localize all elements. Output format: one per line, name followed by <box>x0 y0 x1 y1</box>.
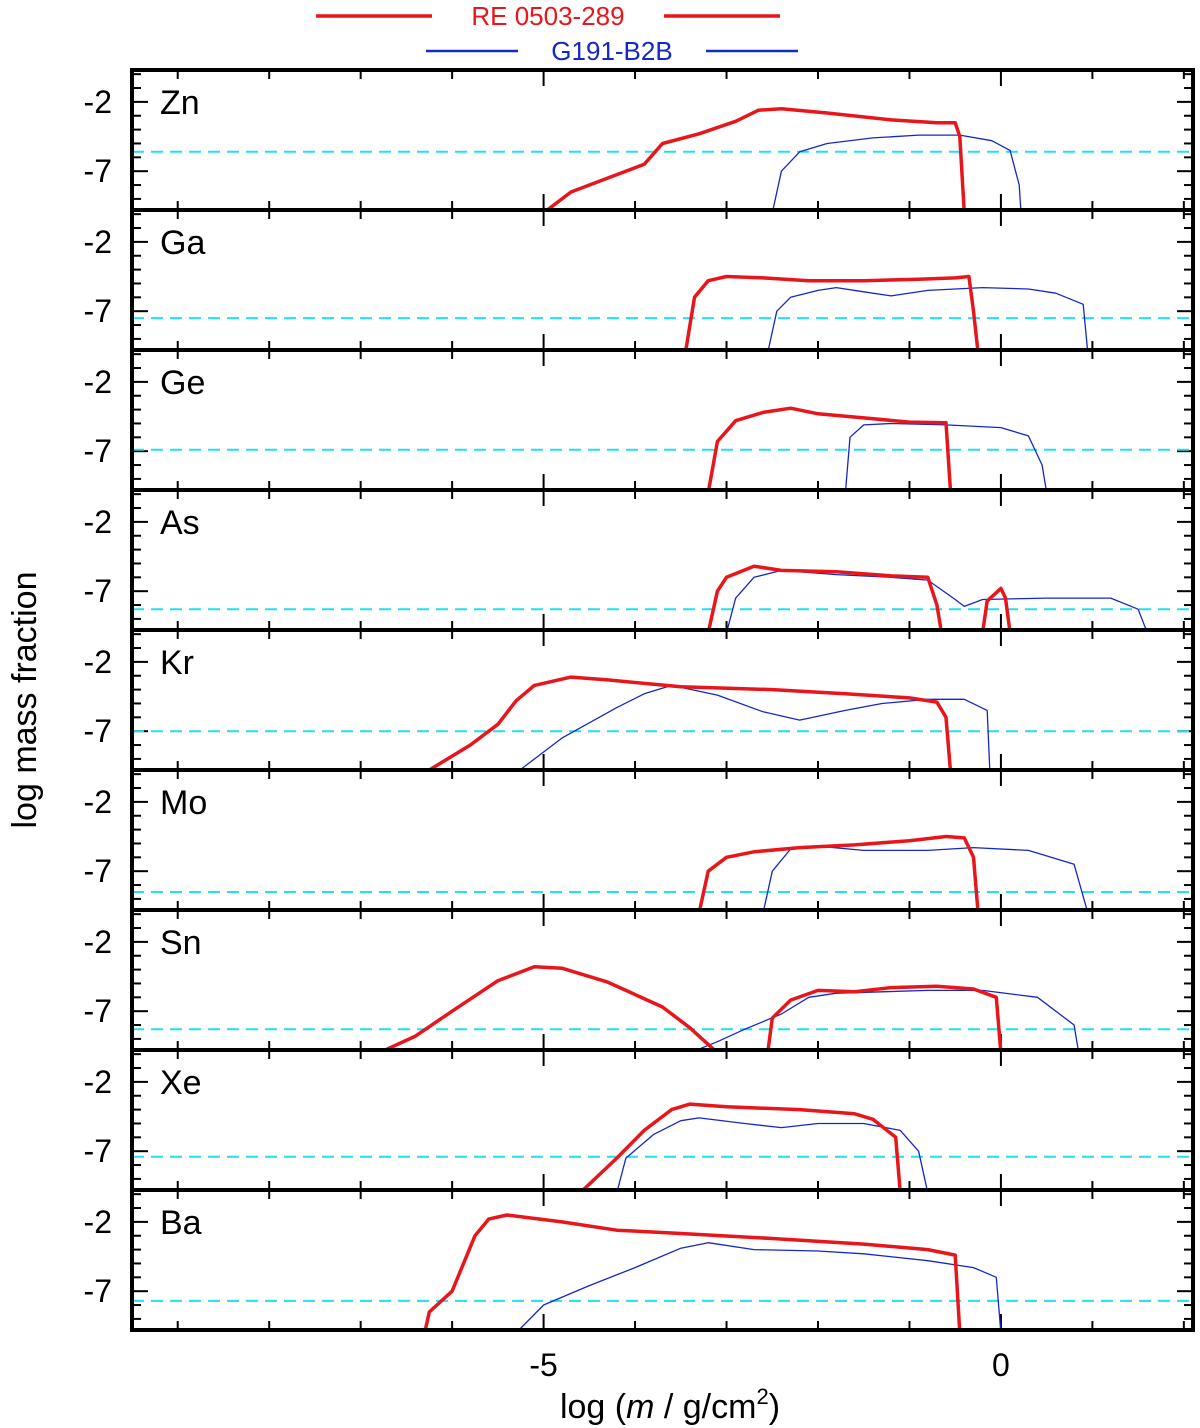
y-tick-label: -2 <box>84 784 112 820</box>
panel-frame <box>130 628 1195 772</box>
re0503-line <box>706 406 953 490</box>
y-tick-label: -7 <box>84 1133 112 1169</box>
y-tick-label: -2 <box>84 1204 112 1240</box>
panel-frame <box>130 1188 1195 1332</box>
element-label: Mo <box>160 784 207 822</box>
element-label: Ge <box>160 364 205 402</box>
element-label: As <box>160 504 200 542</box>
y-tick-label: -2 <box>84 224 112 260</box>
panel-series <box>132 1213 1193 1330</box>
y-tick-label: -7 <box>84 853 112 889</box>
panel-series <box>132 274 1193 350</box>
panel-frame <box>130 208 1195 352</box>
element-label: Xe <box>160 1064 202 1102</box>
re0503-line <box>707 564 1012 630</box>
x-label-var: m <box>626 1388 654 1426</box>
y-tick-label: -2 <box>84 364 112 400</box>
panel-series <box>132 965 1193 1050</box>
panel-ba: -2 -7 Ba <box>84 1188 1195 1332</box>
y-tick-label: -2 <box>84 84 112 120</box>
y-tick-label: -7 <box>84 153 112 189</box>
element-label: Sn <box>160 924 202 962</box>
y-tick-label: -2 <box>84 644 112 680</box>
x-axis-label: log (m / g/cm2) <box>560 1384 780 1426</box>
x-label-sup: 2 <box>756 1384 768 1409</box>
re0503-line <box>684 274 980 350</box>
panel-series <box>132 1102 1193 1190</box>
panel-as: -2 -7 As <box>84 488 1195 632</box>
g191-line <box>726 569 1147 630</box>
element-label: Ba <box>160 1204 202 1242</box>
element-label: Ga <box>160 224 205 262</box>
x-tick-label: -5 <box>529 1347 557 1383</box>
element-label: Zn <box>160 84 200 122</box>
panel-ga: -2 -7 Ga <box>84 208 1195 352</box>
re0503-line <box>544 107 966 210</box>
panel-kr: -2 -7 Kr <box>84 628 1195 772</box>
legend: RE 0503-289 G191-B2B <box>316 1 798 66</box>
re0503-line <box>425 675 953 770</box>
re0503-line <box>697 834 980 910</box>
legend-label-1: G191-B2B <box>551 36 672 66</box>
element-label: Kr <box>160 644 194 682</box>
panel-series <box>132 834 1193 910</box>
x-label-post: / g/cm <box>654 1388 756 1426</box>
panel-frame <box>130 1048 1195 1192</box>
panel-series <box>132 406 1193 490</box>
re0503-line <box>380 965 1003 1050</box>
g191-line <box>695 989 1079 1050</box>
x-tick-label: 0 <box>992 1347 1010 1383</box>
y-tick-label: -7 <box>84 573 112 609</box>
y-tick-label: -2 <box>84 1064 112 1100</box>
g191-line <box>767 286 1089 350</box>
g191-line <box>763 845 1088 910</box>
chart-panels: -2 -7 Zn -2 -7 Ga -2 -7 Ge -2 -7 As -2 -7 Kr -2 -7 Mo -2 -7… <box>84 68 1195 1332</box>
legend-label-0: RE 0503-289 <box>471 1 624 31</box>
panel-frame <box>130 768 1195 912</box>
re0503-line <box>423 1213 962 1330</box>
g191-line <box>616 1117 928 1190</box>
panel-series <box>132 675 1193 770</box>
x-axis: -5 0 <box>529 1347 1009 1383</box>
panel-sn: -2 -7 Sn <box>84 908 1195 1052</box>
panel-ge: -2 -7 Ge <box>84 348 1195 492</box>
panel-xe: -2 -7 Xe <box>84 1048 1195 1192</box>
y-tick-label: -7 <box>84 1273 112 1309</box>
y-tick-label: -7 <box>84 293 112 329</box>
x-label-pre: log ( <box>560 1388 627 1426</box>
panel-zn: -2 -7 Zn <box>84 68 1195 212</box>
y-tick-label: -2 <box>84 504 112 540</box>
g191-line <box>518 1242 1002 1330</box>
re0503-line <box>580 1102 902 1190</box>
panel-series <box>132 107 1193 210</box>
panel-series <box>132 564 1193 630</box>
panel-frame <box>130 68 1195 212</box>
panel-mo: -2 -7 Mo <box>84 768 1195 912</box>
y-tick-label: -7 <box>84 993 112 1029</box>
y-tick-label: -2 <box>84 924 112 960</box>
g191-line <box>518 684 991 770</box>
y-tick-label: -7 <box>84 433 112 469</box>
y-tick-label: -7 <box>84 713 112 749</box>
panel-frame <box>130 348 1195 492</box>
g191-line <box>772 134 1022 210</box>
x-label-close: ) <box>769 1388 780 1426</box>
y-axis-label: log mass fraction <box>6 572 44 829</box>
